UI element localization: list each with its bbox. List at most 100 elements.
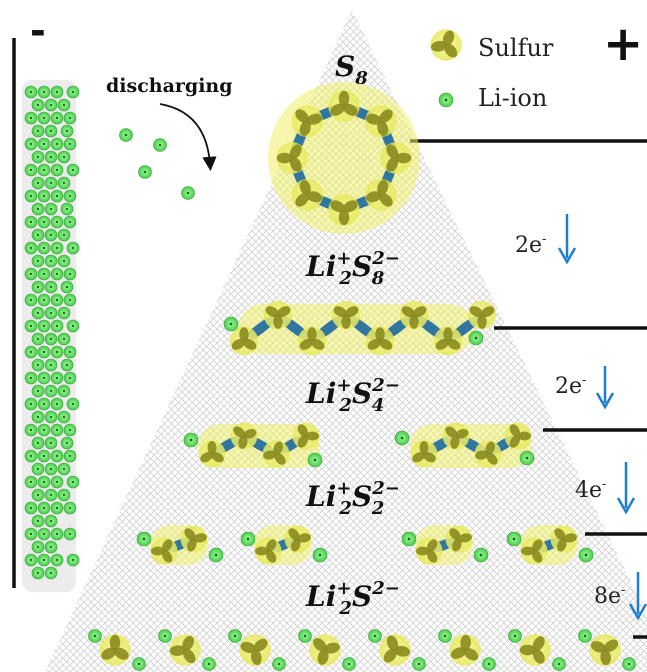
- li-ion: [24, 137, 38, 151]
- li-ion: [44, 436, 58, 450]
- li-ion: [57, 462, 71, 476]
- li-ion: [24, 527, 38, 541]
- li-ion: [622, 657, 636, 671]
- sulfur-atom: [365, 105, 397, 137]
- li-ion: [37, 293, 51, 307]
- li-ion: [44, 332, 58, 346]
- sulfur-atom: [474, 440, 502, 468]
- li-ion: [401, 531, 417, 547]
- li-ion: [468, 330, 484, 346]
- li-ion: [60, 124, 74, 138]
- li-ion: [63, 527, 77, 541]
- positive-terminal-label: +: [603, 16, 643, 72]
- li-ion: [438, 92, 454, 108]
- li-ion: [63, 501, 77, 515]
- sulfur-atom: [365, 179, 397, 211]
- li-ion: [37, 319, 51, 333]
- li-ion: [24, 397, 38, 411]
- sulfur-atom: [399, 300, 429, 330]
- sulfur-atom: [379, 634, 411, 666]
- sulfur-atom: [292, 422, 320, 450]
- electron-step-2: 2e-: [555, 373, 586, 399]
- li-ion: [24, 501, 38, 515]
- li-ion: [44, 410, 58, 424]
- li-ion: [202, 657, 216, 671]
- li-ion: [272, 657, 286, 671]
- li2s8-chain-molecule: [223, 300, 497, 356]
- li-ion: [31, 332, 45, 346]
- sulfur-atom: [99, 634, 131, 666]
- li2s-molecule: [578, 629, 636, 671]
- li-ion: [37, 85, 51, 99]
- negative-terminal-label: -: [30, 9, 46, 53]
- li-ion: [44, 202, 58, 216]
- li-ion: [57, 384, 71, 398]
- li-ion: [228, 629, 242, 643]
- li-ion: [24, 345, 38, 359]
- legend-li-ion-icon: [438, 92, 454, 108]
- li-ion: [31, 280, 45, 294]
- legend-sulfur-label: Sulfur: [478, 34, 554, 62]
- sulfur-atom: [520, 537, 548, 565]
- li-ion: [37, 241, 51, 255]
- down-arrow-1: [557, 214, 577, 265]
- li-ion: [50, 163, 64, 177]
- sulfur-atom: [180, 525, 208, 553]
- li-ion: [24, 319, 38, 333]
- li-ion: [57, 410, 71, 424]
- li-ion: [66, 397, 80, 411]
- sulfur-atom: [589, 634, 621, 666]
- li-ion: [50, 501, 64, 515]
- li-ion: [37, 163, 51, 177]
- li-ion: [44, 280, 58, 294]
- sulfur-atom: [230, 422, 258, 450]
- li-ion: [31, 566, 45, 580]
- li-ion: [31, 306, 45, 320]
- li-ion: [63, 189, 77, 203]
- li-ion: [119, 128, 133, 142]
- li-ion: [31, 98, 45, 112]
- li-ion: [31, 410, 45, 424]
- li-ion: [66, 85, 80, 99]
- sulfur-atom: [297, 326, 327, 356]
- sulfur-atom: [276, 142, 308, 174]
- li-ion: [37, 111, 51, 125]
- li-ion: [37, 527, 51, 541]
- li-ion: [50, 215, 64, 229]
- li-ion: [37, 189, 51, 203]
- li-ion: [508, 629, 522, 643]
- li-ion: [24, 449, 38, 463]
- down-arrow-4: [628, 572, 647, 621]
- li-ion: [24, 293, 38, 307]
- li-ion: [31, 514, 45, 528]
- li-ion: [24, 215, 38, 229]
- sulfur-atom: [331, 300, 361, 330]
- sulfur-atom: [291, 105, 323, 137]
- li-ion: [31, 436, 45, 450]
- li-ion: [66, 241, 80, 255]
- li-ion: [50, 449, 64, 463]
- li-ion: [57, 150, 71, 164]
- li-ion: [63, 215, 77, 229]
- li-ion: [66, 163, 80, 177]
- sulfur-atom: [365, 326, 395, 356]
- li-ion: [50, 111, 64, 125]
- li-ion: [31, 124, 45, 138]
- li-ion: [57, 176, 71, 190]
- label-li2s: Li+ 2S2−: [305, 578, 400, 619]
- li-ion: [63, 111, 77, 125]
- sulfur-atom: [328, 90, 360, 122]
- li-ion: [240, 531, 256, 547]
- li-ion: [63, 449, 77, 463]
- li2s4-molecule: [183, 422, 323, 468]
- label-li2s2: Li+ 2S2− 2: [305, 478, 400, 519]
- sulfur-atom: [445, 525, 473, 553]
- li-ion: [183, 432, 199, 448]
- li-ion: [50, 475, 64, 489]
- sulfur-atom: [198, 440, 226, 468]
- li2s2-molecule: [506, 525, 594, 565]
- li-ion: [138, 165, 152, 179]
- li-ion: [208, 547, 224, 563]
- sulfur-atom: [430, 29, 462, 61]
